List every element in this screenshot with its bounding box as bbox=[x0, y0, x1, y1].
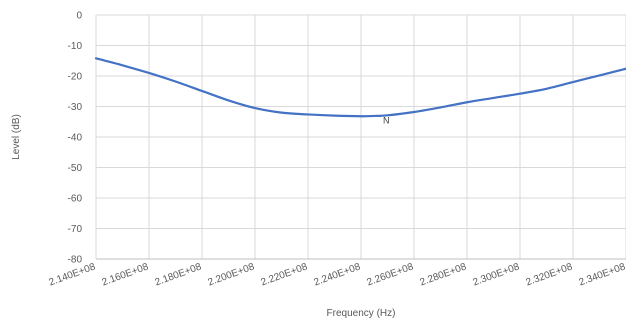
x-tick-label: 2.160E+08 bbox=[101, 261, 151, 288]
series-layer bbox=[94, 57, 626, 118]
y-tick-label: -80 bbox=[68, 255, 83, 266]
x-tick-label: 2.340E+08 bbox=[578, 261, 626, 288]
y-tick-label: -70 bbox=[68, 224, 83, 235]
marker-label: N bbox=[383, 116, 390, 126]
y-tick-label: -20 bbox=[68, 72, 83, 83]
y-tick-label: -30 bbox=[68, 102, 83, 113]
x-tick-label: 2.260E+08 bbox=[366, 261, 416, 288]
x-axis-title: Frequency (Hz) bbox=[327, 308, 396, 319]
x-tick-label: 2.300E+08 bbox=[472, 261, 522, 288]
x-tick-label: 2.240E+08 bbox=[313, 261, 363, 288]
y-tick-label: -40 bbox=[68, 133, 83, 144]
y-tick-label: -60 bbox=[68, 194, 83, 205]
x-tick-labels: 2.140E+08 2.160E+08 2.180E+08 2.200E+08 2.22… bbox=[48, 261, 626, 288]
y-tick-label: 0 bbox=[76, 11, 82, 22]
x-tick-label: 2.320E+08 bbox=[525, 261, 575, 288]
annotation-layer: N bbox=[383, 116, 390, 126]
x-tick-label: 2.280E+08 bbox=[419, 261, 469, 288]
x-tick-label: 2.180E+08 bbox=[154, 261, 204, 288]
y-tick-labels: 0 -10 -20 -30 -40 -50 -60 -70 -80 bbox=[68, 11, 83, 266]
x-tick-label: 2.200E+08 bbox=[207, 261, 257, 288]
y-axis-title: Level (dB) bbox=[11, 114, 22, 160]
series-line bbox=[94, 57, 626, 118]
y-tick-label: -50 bbox=[68, 163, 83, 174]
horizontal-gridlines bbox=[96, 14, 626, 260]
y-tick-label: -10 bbox=[68, 41, 83, 52]
x-tick-label: 2.220E+08 bbox=[260, 261, 310, 288]
